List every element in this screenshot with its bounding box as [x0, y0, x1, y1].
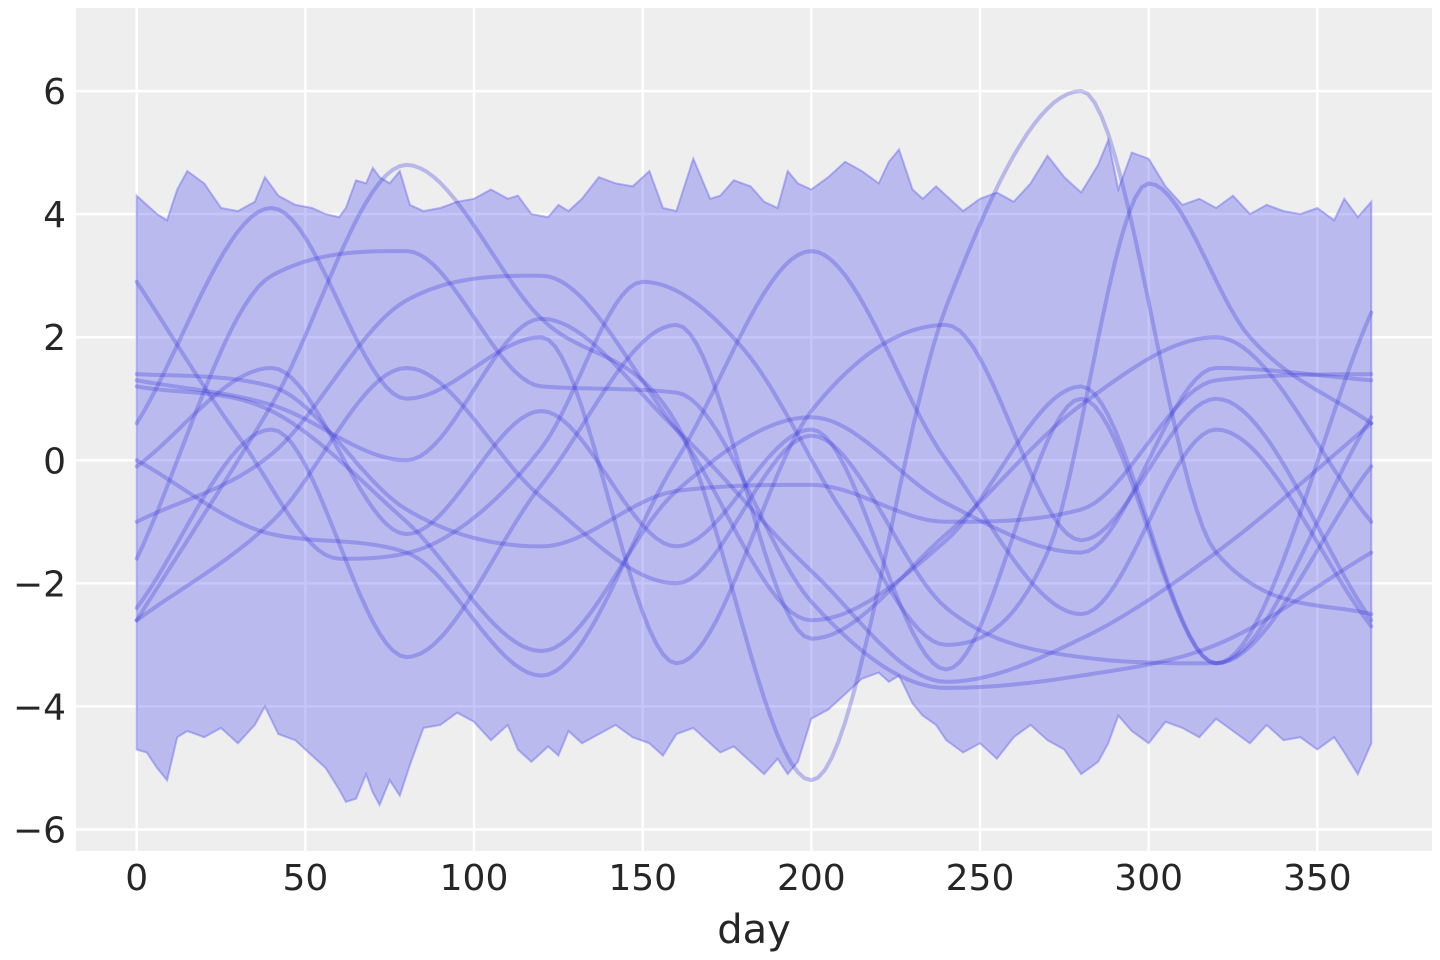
x-tick-label: 350 — [1283, 858, 1352, 899]
uncertainty-band — [135, 136, 1373, 808]
sample-line — [134, 273, 1374, 666]
y-tick-label: −4 — [13, 687, 66, 728]
x-tick-labels: 0 50 100 150 200 250 300 350 — [125, 858, 1351, 899]
sample-line — [134, 372, 1374, 549]
x-tick-label: 50 — [282, 858, 328, 899]
y-tick-label: 2 — [43, 318, 66, 359]
x-tick-label: 150 — [608, 858, 677, 899]
x-tick-label: 300 — [1114, 858, 1183, 899]
sample-line — [134, 322, 1374, 660]
x-tick-label: 250 — [946, 858, 1015, 899]
y-tick-label: −6 — [13, 810, 66, 851]
y-tick-label: −2 — [13, 564, 66, 605]
x-tick-label: 100 — [440, 858, 509, 899]
sample-line — [134, 366, 1374, 672]
x-tick-label: 200 — [777, 858, 846, 899]
sample-line — [134, 249, 1374, 678]
sample-line — [134, 366, 1374, 653]
plot-background — [76, 8, 1432, 851]
sample-line — [134, 316, 1374, 684]
x-axis-label: day — [717, 907, 791, 953]
x-tick-label: 0 — [125, 858, 148, 899]
y-tick-labels: −6 −4 −2 0 2 4 6 — [13, 72, 66, 851]
y-tick-label: 6 — [43, 72, 66, 113]
sample-line — [134, 206, 1374, 666]
sample-line — [134, 89, 1374, 783]
uncertainty-band-layer — [135, 136, 1373, 808]
y-tick-label: 0 — [43, 441, 66, 482]
sample-line — [134, 310, 1374, 666]
sample-line — [134, 181, 1374, 647]
sample-line — [134, 249, 1374, 690]
y-tick-label: 4 — [43, 195, 66, 236]
sample-lines-layer — [134, 89, 1374, 783]
grid — [76, 8, 1432, 851]
